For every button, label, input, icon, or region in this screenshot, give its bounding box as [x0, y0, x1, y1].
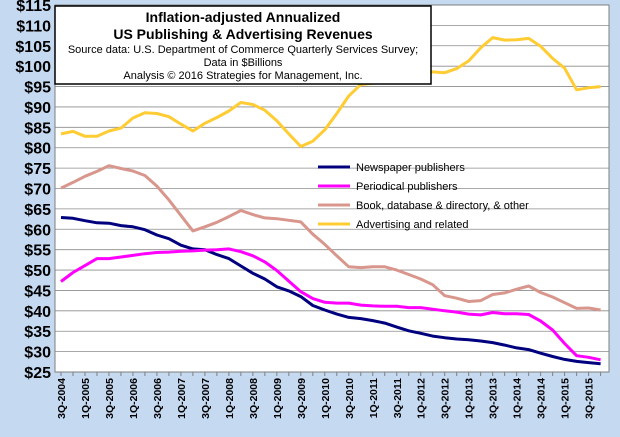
legend-label: Advertising and related: [356, 219, 469, 231]
legend-label: Newspaper publishers: [356, 162, 465, 174]
x-tick-label: 3Q-2010: [344, 378, 356, 419]
x-tick-label: 3Q-2009: [296, 378, 308, 419]
y-tick-label: $95: [24, 80, 51, 97]
x-tick-label: 1Q-2010: [320, 378, 332, 419]
chart-title-line-2: US Publishing & Advertising Revenues: [113, 26, 373, 42]
y-tick-label: $70: [24, 182, 51, 199]
y-tick-label: $115: [16, 0, 51, 15]
x-tick-label: 3Q-2011: [392, 378, 404, 418]
x-tick-label: 3Q-2014: [536, 378, 548, 419]
plot-border: [54, 4, 610, 373]
x-tick-label: 1Q-2011: [368, 378, 380, 418]
series-line-4: [60, 36, 601, 148]
y-tick-label: $30: [24, 345, 51, 362]
x-tick-label: 1Q-2009: [272, 378, 284, 419]
series-line-1: [60, 216, 601, 366]
y-tick-label: $35: [24, 324, 51, 341]
legend: Newspaper publishers Periodical publishe…: [318, 162, 529, 231]
x-tick-label: 3Q-2007: [200, 378, 212, 419]
x-tick-label: 3Q-2005: [104, 378, 116, 419]
x-tick-label: 1Q-2013: [464, 378, 476, 419]
y-tick-label: $85: [24, 120, 51, 137]
y-tick-label: $65: [24, 202, 51, 219]
y-axis-ticks: $25 $30 $35 $40 $45 $50 $55 $60 $65 $70 $75 $80 $85 $…: [15, 0, 51, 382]
y-tick-label: $100: [15, 59, 51, 76]
y-tick-label: $25: [24, 365, 51, 382]
legend-item-newspaper: Newspaper publishers: [318, 162, 465, 174]
title-box: Inflation-adjusted Annualized US Publish…: [54, 5, 432, 85]
series-lines: [60, 36, 601, 366]
legend-label: Book, database & directory, & other: [356, 200, 529, 212]
chart-subtitle-line-2: Data in $Billions: [204, 57, 283, 69]
x-tick-label: 1Q-2006: [128, 378, 140, 419]
chart-title-line-1: Inflation-adjusted Annualized: [146, 9, 341, 25]
y-tick-label: $90: [24, 100, 51, 117]
x-tick-label: 1Q-2007: [176, 378, 188, 419]
y-tick-label: $110: [16, 18, 51, 35]
x-tick-label: 3Q-2008: [248, 378, 260, 419]
legend-label: Periodical publishers: [356, 181, 458, 193]
x-tick-label: 1Q-2012: [416, 378, 428, 419]
chart-subtitle-line-1: Source data: U.S. Department of Commerce…: [68, 44, 418, 56]
chart-subtitle-line-3: Analysis © 2016 Strategies for Managemen…: [123, 70, 362, 82]
y-tick-label: $45: [24, 283, 51, 300]
y-tick-label: $60: [24, 222, 51, 239]
x-tick-label: 3Q-2004: [56, 378, 68, 419]
y-tick-label: $40: [24, 304, 51, 321]
x-tick-label: 3Q-2012: [440, 378, 452, 419]
x-tick-label: 3Q-2015: [584, 378, 596, 419]
title-box-bg: [54, 5, 432, 85]
series-line-2: [60, 247, 601, 362]
x-tick-label: 3Q-2006: [152, 378, 164, 419]
y-tick-label: $75: [24, 161, 51, 178]
x-tick-label: 1Q-2015: [560, 378, 572, 419]
y-tick-label: $80: [24, 141, 51, 158]
legend-item-periodical: Periodical publishers: [318, 181, 458, 193]
x-tick-label: 3Q-2013: [488, 378, 500, 419]
legend-item-book: Book, database & directory, & other: [318, 200, 529, 212]
y-tick-label: $55: [24, 243, 51, 260]
x-tick-label: 1Q-2005: [80, 378, 92, 419]
x-tick-label: 1Q-2008: [224, 378, 236, 419]
y-tick-label: $50: [24, 263, 51, 280]
x-tick-label: 1Q-2014: [512, 378, 524, 419]
legend-item-advertising: Advertising and related: [318, 219, 469, 231]
y-tick-label: $105: [15, 39, 51, 56]
series-line-3: [60, 164, 601, 312]
x-axis-ticks: 3Q-2004 1Q-2005 3Q-2005 1Q-2006 3Q-2006 1Q-20…: [56, 372, 602, 419]
